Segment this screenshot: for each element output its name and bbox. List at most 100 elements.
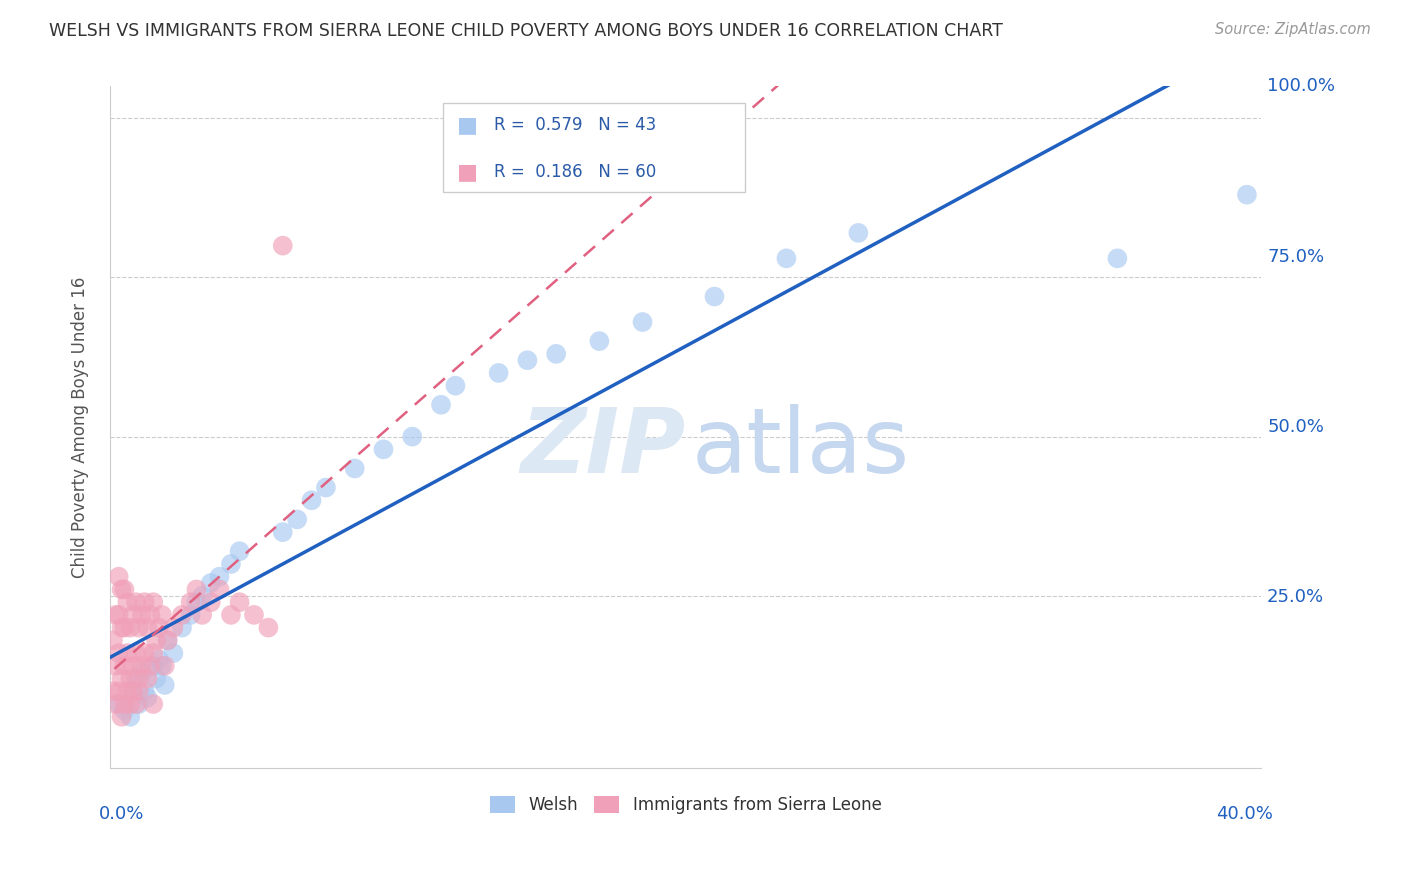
Point: [107, 697, 129, 711]
Point: [122, 658, 145, 673]
Point: [128, 672, 150, 686]
Point: [186, 582, 208, 597]
Point: [208, 570, 231, 584]
Point: [122, 607, 145, 622]
Point: [107, 570, 129, 584]
Point: [243, 607, 266, 622]
Point: [114, 703, 136, 717]
Point: [110, 710, 132, 724]
Point: [139, 658, 162, 673]
Point: [257, 621, 280, 635]
Point: [775, 252, 797, 266]
Point: [191, 589, 214, 603]
Point: [180, 607, 202, 622]
Point: [373, 442, 395, 457]
Text: 25.0%: 25.0%: [1267, 589, 1324, 607]
Point: [142, 595, 165, 609]
Text: 75.0%: 75.0%: [1267, 248, 1324, 266]
Point: [117, 595, 139, 609]
Point: [128, 697, 150, 711]
Point: [134, 595, 156, 609]
Point: [488, 366, 510, 380]
Point: [101, 633, 124, 648]
Point: [104, 607, 127, 622]
Point: [114, 621, 136, 635]
Point: [131, 607, 153, 622]
Text: Source: ZipAtlas.com: Source: ZipAtlas.com: [1215, 22, 1371, 37]
Text: 50.0%: 50.0%: [1267, 418, 1324, 436]
Point: [1236, 187, 1258, 202]
Point: [343, 461, 366, 475]
Text: ■: ■: [457, 162, 478, 182]
Point: [228, 595, 250, 609]
Point: [107, 646, 129, 660]
Point: [142, 646, 165, 660]
Point: [139, 607, 162, 622]
Text: 100.0%: 100.0%: [1267, 78, 1336, 95]
Point: [114, 582, 136, 597]
Point: [162, 646, 184, 660]
Point: [200, 595, 222, 609]
Text: ■: ■: [457, 115, 478, 135]
Point: [117, 684, 139, 698]
Point: [430, 398, 453, 412]
Point: [125, 697, 148, 711]
Point: [153, 678, 176, 692]
Point: [136, 690, 159, 705]
Point: [153, 658, 176, 673]
Point: [114, 658, 136, 673]
Text: ZIP: ZIP: [520, 403, 686, 491]
Point: [150, 607, 173, 622]
Point: [1107, 252, 1129, 266]
Point: [170, 607, 193, 622]
Point: [104, 697, 127, 711]
Point: [228, 544, 250, 558]
Point: [131, 665, 153, 680]
Point: [145, 633, 167, 648]
Point: [136, 672, 159, 686]
Point: [136, 621, 159, 635]
Point: [156, 633, 179, 648]
Point: [125, 595, 148, 609]
Point: [120, 697, 142, 711]
Point: [401, 429, 423, 443]
Point: [101, 684, 124, 698]
Point: [315, 481, 337, 495]
Point: [285, 512, 308, 526]
Point: [120, 672, 142, 686]
Point: [191, 607, 214, 622]
Point: [128, 621, 150, 635]
Point: [271, 238, 294, 252]
Point: [150, 658, 173, 673]
Point: [516, 353, 538, 368]
Point: [122, 684, 145, 698]
Point: [180, 595, 202, 609]
Point: [114, 697, 136, 711]
Point: [631, 315, 654, 329]
Text: WELSH VS IMMIGRANTS FROM SIERRA LEONE CHILD POVERTY AMONG BOYS UNDER 16 CORRELAT: WELSH VS IMMIGRANTS FROM SIERRA LEONE CH…: [49, 22, 1002, 40]
Point: [301, 493, 323, 508]
Point: [200, 576, 222, 591]
Point: [546, 347, 568, 361]
Point: [148, 652, 170, 666]
Point: [104, 658, 127, 673]
Point: [156, 633, 179, 648]
Point: [134, 646, 156, 660]
Point: [170, 621, 193, 635]
Point: [703, 289, 725, 303]
Point: [107, 684, 129, 698]
Point: [110, 582, 132, 597]
Point: [145, 672, 167, 686]
Point: [120, 621, 142, 635]
Point: [125, 672, 148, 686]
Text: 40.0%: 40.0%: [1216, 805, 1272, 823]
Point: [219, 557, 242, 571]
Point: [271, 525, 294, 540]
Text: 0.0%: 0.0%: [98, 805, 143, 823]
Point: [128, 684, 150, 698]
Point: [444, 378, 467, 392]
Point: [110, 621, 132, 635]
Point: [208, 582, 231, 597]
Point: [142, 697, 165, 711]
Point: [117, 646, 139, 660]
